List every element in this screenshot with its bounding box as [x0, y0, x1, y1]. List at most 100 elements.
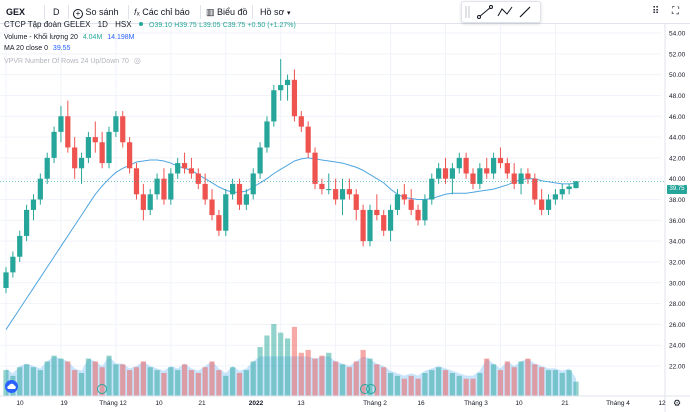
event-marker-icon[interactable]	[97, 384, 107, 394]
profile-button[interactable]: Hồ sơ ▾	[260, 4, 290, 20]
candle-body	[230, 183, 236, 195]
candle-body	[319, 183, 325, 190]
candle-body	[271, 90, 277, 122]
time-axis-label: 2022	[248, 400, 264, 407]
candle-body	[92, 137, 98, 143]
volume-bar	[429, 370, 435, 396]
legend-name: CTCP Tập đoàn GELEX	[4, 20, 91, 29]
fullscreen-icon[interactable]: ⛶	[672, 6, 679, 17]
volume-bar	[99, 367, 105, 396]
candle-body	[10, 256, 16, 273]
drawing-tools-panel	[461, 1, 541, 23]
candle-body	[401, 194, 407, 200]
indicators-button[interactable]: 𝑓ₓ Các chỉ báo	[134, 4, 190, 20]
volume-bar	[72, 370, 78, 396]
bar-chart-icon: ▥	[206, 7, 215, 17]
candle-body	[58, 116, 64, 132]
time-axis-label: 16	[417, 400, 425, 407]
volume-bar	[415, 378, 421, 396]
volume-bar	[504, 361, 510, 396]
candle-body	[367, 209, 373, 242]
candle-body	[429, 178, 435, 200]
candle-body	[284, 79, 291, 86]
candle-body	[532, 178, 538, 200]
event-marker-icon[interactable]	[366, 384, 376, 394]
trend-line-icon[interactable]	[477, 5, 493, 19]
market-status-dot	[138, 22, 143, 26]
volume-bar	[291, 326, 298, 396]
brush-icon[interactable]	[519, 6, 531, 18]
top-toolbar: GEX D + So sánh 𝑓ₓ Các chỉ báo ▥ Biểu đồ…	[0, 0, 690, 24]
path-icon[interactable]	[497, 6, 513, 17]
volume-bar	[188, 370, 195, 396]
candle-body	[408, 199, 414, 210]
volume-bar	[367, 358, 373, 396]
volume-bar	[539, 367, 545, 396]
volume-bar	[58, 358, 64, 396]
candle-body	[195, 173, 201, 184]
time-axis-label: 13	[297, 400, 305, 407]
volume-bar	[353, 361, 359, 396]
volume-bar	[333, 361, 339, 396]
time-axis-label: 21	[198, 400, 206, 407]
volume-bar	[545, 370, 552, 396]
volume-bar	[209, 361, 215, 396]
volume-bar	[85, 358, 92, 396]
eye-off-icon[interactable]: ◎	[133, 56, 141, 65]
time-axis-label: 12	[658, 400, 666, 407]
candle-body	[525, 173, 531, 179]
candle-body	[566, 186, 572, 190]
legend-open: O39.10	[149, 22, 173, 29]
legend-low: L39.05	[199, 22, 221, 29]
candle-body	[243, 194, 249, 205]
volume-bar	[518, 361, 524, 396]
candle-body	[415, 209, 421, 221]
dots-icon[interactable]: ⠿	[652, 6, 660, 17]
price-scale-label: 22.00	[669, 364, 686, 371]
candle-body	[216, 215, 222, 231]
volume-bar	[470, 378, 476, 396]
volume-bar	[181, 364, 188, 396]
volume-bar	[298, 352, 304, 396]
chevron-down-icon: ▾	[286, 10, 291, 17]
volume-bar	[484, 358, 490, 396]
tradingview-logo[interactable]	[5, 380, 18, 393]
volume-bar	[195, 372, 201, 396]
interval-button[interactable]: D	[53, 7, 60, 17]
symbol-search[interactable]: GEX	[6, 7, 26, 17]
volume-bar	[271, 324, 277, 396]
volume-bar	[394, 375, 401, 396]
legend-high: H39.75	[174, 22, 197, 29]
candle-body	[387, 209, 394, 231]
volume-bar	[250, 361, 256, 396]
volume-ma-value: 14.198M	[107, 34, 135, 41]
price-scale-label: 54.00	[669, 31, 686, 38]
time-axis-label: Tháng 12	[99, 400, 127, 407]
volume-bar	[477, 372, 483, 396]
volume-bar	[312, 358, 318, 396]
compare-button[interactable]: + So sánh	[73, 4, 119, 20]
volume-bar	[422, 372, 428, 396]
candle-body	[278, 85, 284, 91]
volume-bar	[106, 355, 112, 396]
toolbar-divider	[128, 5, 129, 19]
volume-bar	[278, 332, 284, 396]
legend-exchange: HSX	[115, 20, 132, 29]
volume-bar	[120, 364, 126, 396]
settings-gear-icon[interactable]: ⚙	[673, 398, 682, 408]
volume-bar	[113, 364, 119, 396]
candle-body	[490, 157, 497, 174]
chart-type-button[interactable]: ▥ Biểu đồ	[206, 4, 248, 20]
toolbar-divider	[44, 5, 45, 19]
volume-bar	[381, 367, 387, 396]
candle-body	[381, 215, 387, 231]
volume-bar	[463, 378, 469, 396]
candle-body	[44, 157, 50, 179]
candle-body	[470, 173, 476, 184]
toolbar-divider	[252, 5, 253, 19]
candle-body	[511, 173, 517, 184]
volume-bar	[154, 370, 160, 396]
volume-bar	[243, 370, 249, 396]
volume-bar	[30, 367, 37, 396]
price-chart[interactable]: 54.00 52.00 50.00 48.00 46.00 44.00 42.00 40.00…	[0, 24, 690, 412]
